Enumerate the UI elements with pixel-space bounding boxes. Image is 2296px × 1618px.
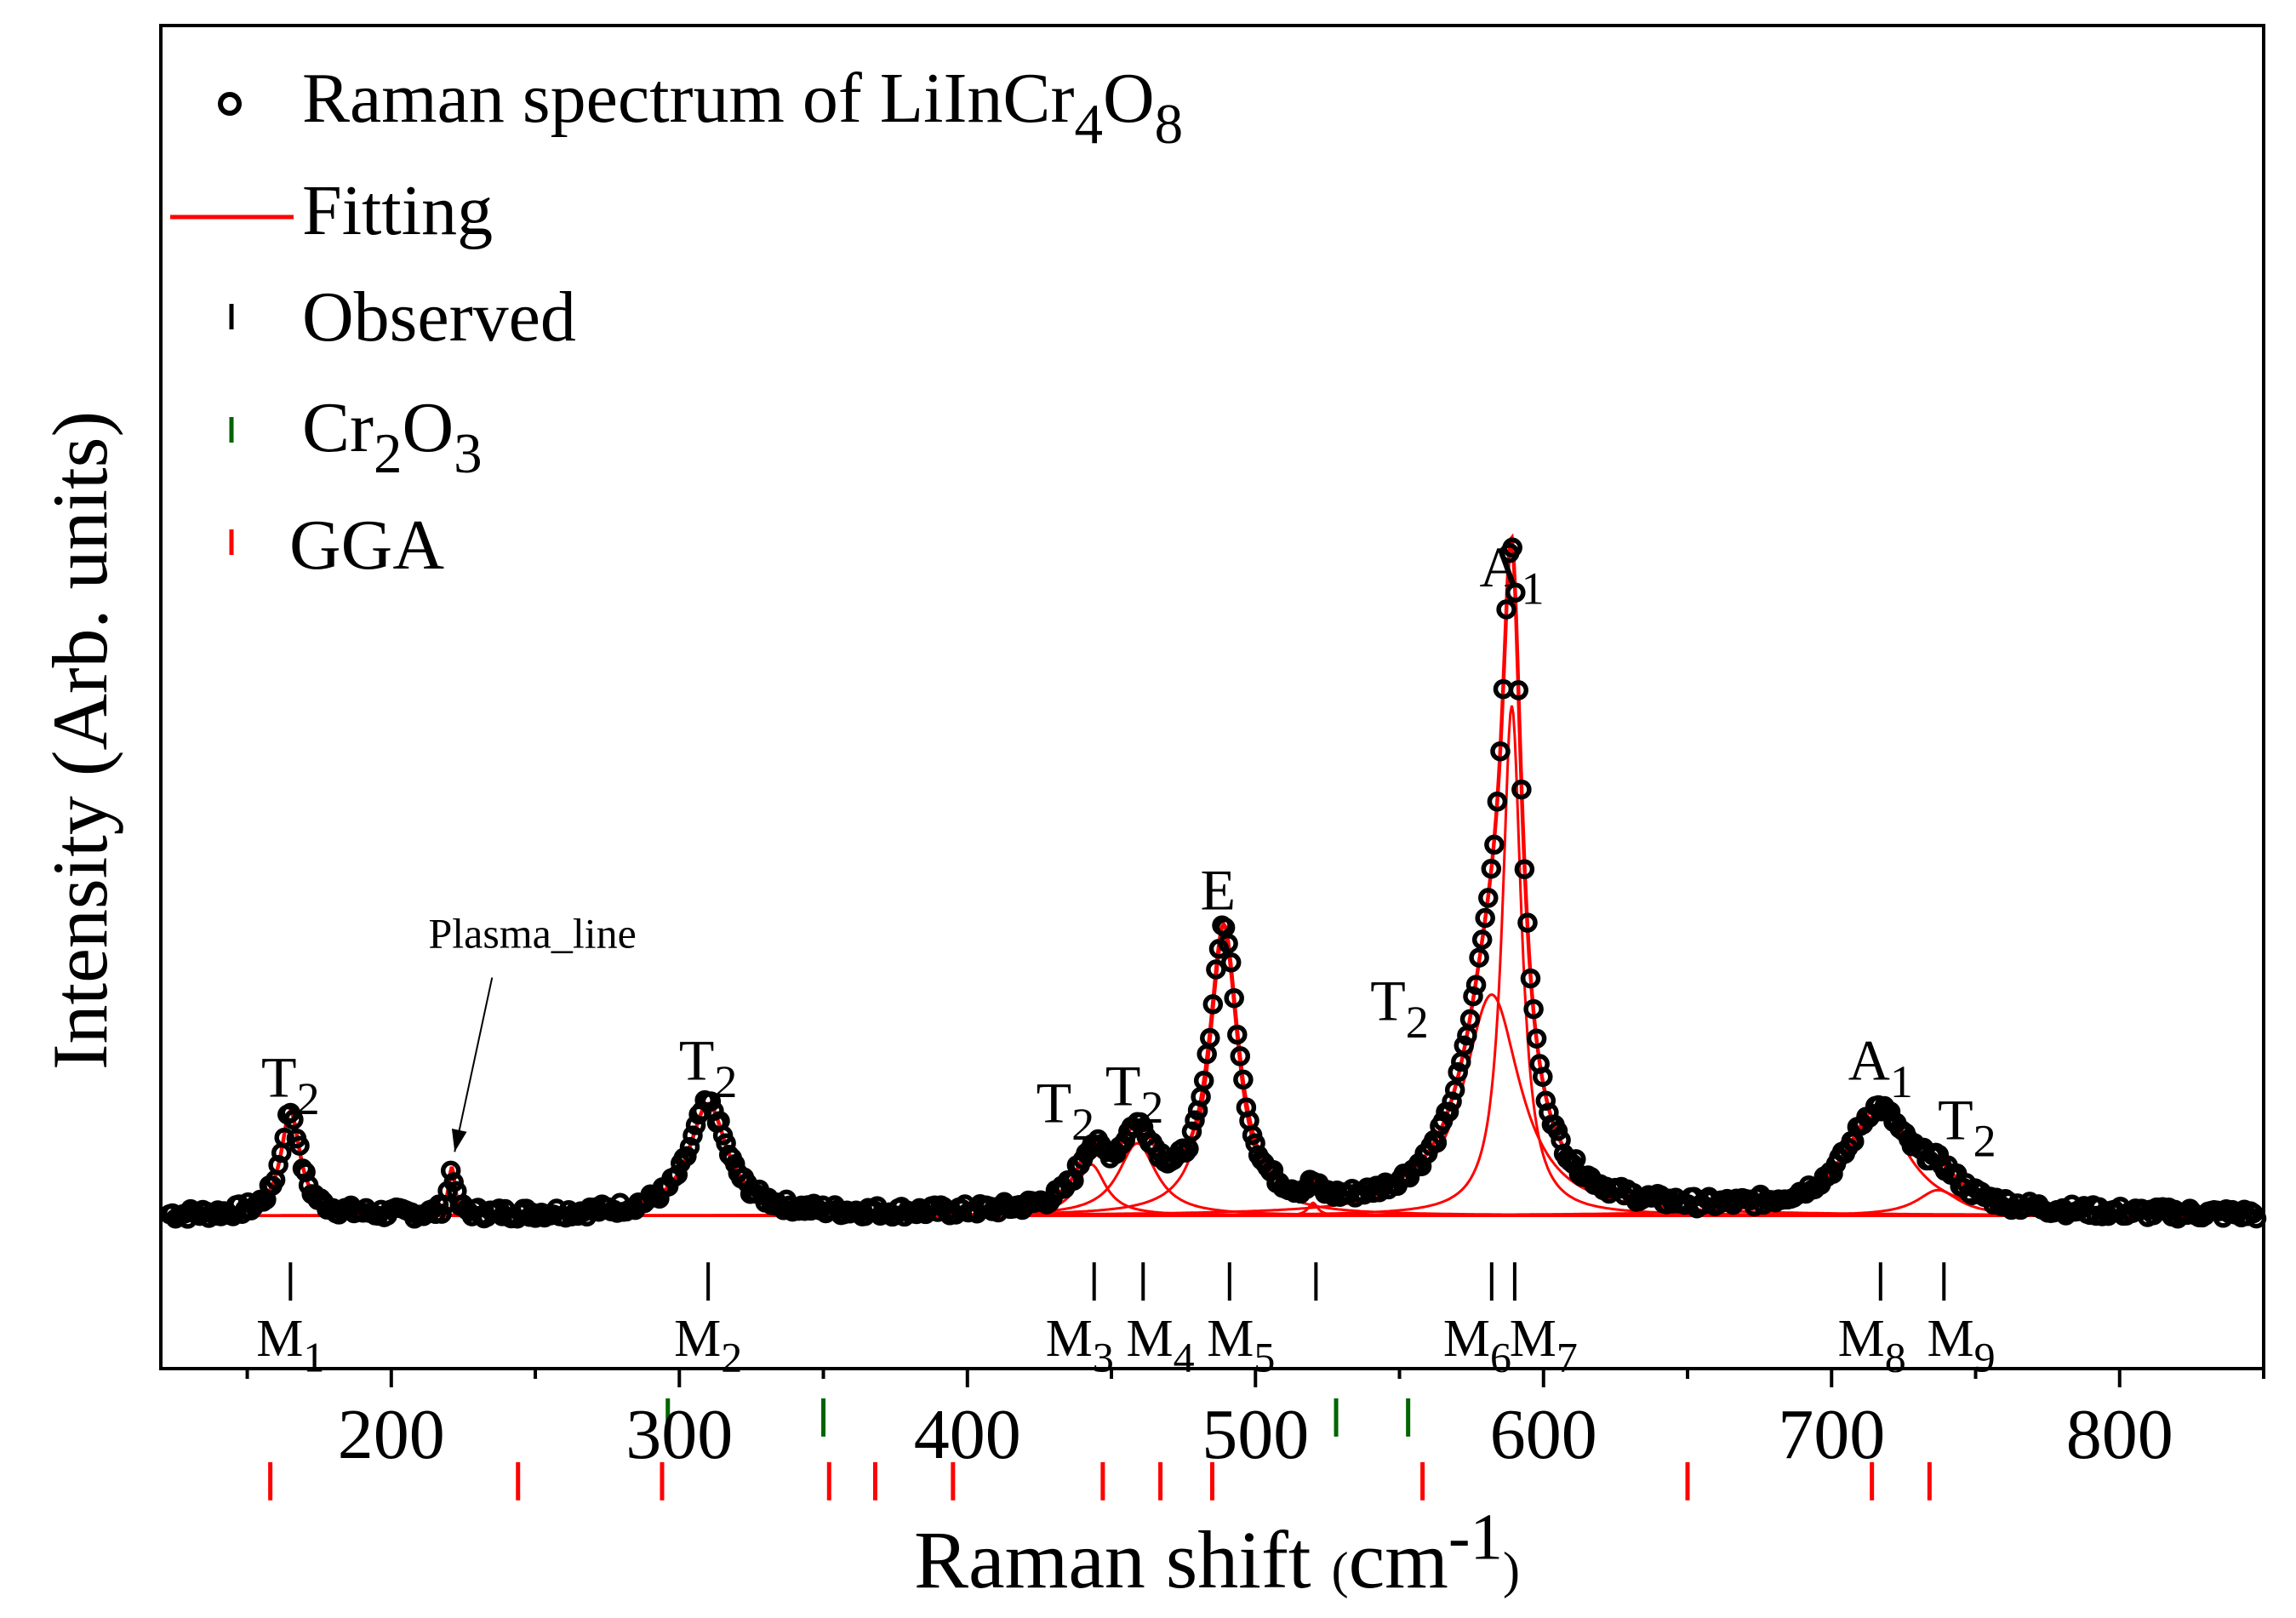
x-tick-label-500: 500	[1202, 1395, 1309, 1474]
m-label-0: M1	[256, 1310, 324, 1381]
m-label-6: M7	[1510, 1310, 1578, 1381]
data-point	[1233, 1069, 1254, 1090]
data-point	[667, 1164, 688, 1185]
data-point	[1230, 1046, 1251, 1066]
data-point	[274, 1127, 294, 1148]
data-point	[1220, 952, 1242, 973]
x-tick-label-700: 700	[1778, 1395, 1885, 1474]
plot-frame	[159, 24, 2265, 1370]
x-tick-label-200: 200	[338, 1395, 445, 1474]
legend-label-spectrum: Raman spectrum of LiInCr4O8	[302, 59, 1183, 156]
data-point	[1505, 582, 1526, 603]
data-point	[700, 1091, 722, 1112]
data-point	[1245, 1133, 1265, 1154]
data-point	[1200, 1027, 1220, 1049]
x-tick-label-600: 600	[1490, 1395, 1597, 1474]
data-point	[1508, 680, 1529, 700]
data-point	[1496, 599, 1516, 620]
legend-label-gga: GGA	[289, 506, 444, 585]
data-point	[1502, 537, 1522, 558]
data-point	[1547, 1121, 1568, 1141]
m-label-5: M6	[1443, 1310, 1511, 1381]
data-point	[1526, 1028, 1547, 1049]
data-point	[1514, 859, 1535, 879]
x-tick-label-800: 800	[2066, 1395, 2173, 1474]
legend-symbol-spectrum	[218, 92, 242, 116]
data-point	[1224, 987, 1244, 1009]
data-point	[679, 1136, 700, 1158]
data-point	[1185, 1110, 1205, 1131]
plasma-line-arrow	[454, 977, 494, 1152]
mode-label-2: T2	[1037, 1070, 1095, 1149]
legend-label-observed: Observed	[302, 277, 576, 357]
m-label-3: M4	[1127, 1310, 1195, 1381]
data-point	[1206, 959, 1226, 980]
data-point	[1463, 986, 1483, 1007]
data-point	[289, 1135, 310, 1156]
data-point	[1227, 1024, 1248, 1045]
m-label-7: M8	[1838, 1310, 1906, 1381]
y-axis-title: Intensity (Arb. units)	[37, 411, 123, 1070]
legend-label-cr2o3: Cr2O3	[302, 388, 483, 485]
data-point	[1202, 994, 1224, 1015]
mode-label-3: T2	[1105, 1053, 1164, 1132]
x-tick-label-300: 300	[625, 1395, 733, 1474]
mode-label-7: A1	[1848, 1027, 1913, 1106]
m-label-8: M9	[1928, 1310, 1996, 1381]
data-point	[683, 1125, 703, 1146]
plasma-line-arrowhead	[451, 1129, 467, 1152]
data-point	[1471, 929, 1493, 950]
mode-label-1: T2	[679, 1027, 738, 1106]
data-point	[1469, 947, 1489, 968]
data-point	[1481, 858, 1502, 879]
x-axis-title: Raman shift (cm-1)	[914, 1500, 1520, 1605]
data-point	[1454, 1035, 1475, 1056]
m-label-2: M3	[1046, 1310, 1114, 1381]
data-point	[1490, 740, 1511, 762]
data-point	[677, 1146, 697, 1167]
mode-label-5: T2	[1370, 969, 1429, 1048]
data-point	[1448, 1061, 1468, 1083]
data-point	[1484, 834, 1505, 855]
mode-label-8: T2	[1938, 1087, 1996, 1166]
data-point	[1218, 933, 1238, 954]
data-point	[1535, 1090, 1556, 1111]
mode-label-4: E	[1200, 858, 1236, 923]
data-point	[1511, 779, 1532, 800]
data-point	[1487, 792, 1508, 812]
x-tick-label-400: 400	[914, 1395, 1021, 1474]
mode-label-0: T2	[261, 1044, 320, 1123]
data-point	[1523, 998, 1544, 1020]
m-label-4: M5	[1207, 1310, 1275, 1381]
data-point	[1520, 968, 1541, 989]
data-point	[440, 1160, 461, 1181]
data-point	[1181, 1121, 1202, 1142]
legend: Raman spectrum of LiInCr4O8 Fitting Observ…	[170, 59, 1183, 585]
data-point	[283, 1109, 304, 1130]
data-point	[1517, 912, 1538, 933]
data-point	[1444, 1079, 1465, 1101]
m-label-1: M2	[674, 1310, 742, 1381]
x-axis: 200 300 400 500 600 700 800	[245, 1369, 2265, 1474]
data-point	[1823, 1163, 1843, 1184]
data-point	[1459, 1009, 1481, 1030]
data-point	[1438, 1101, 1459, 1123]
data-point	[1179, 1138, 1199, 1159]
plasma-line-label: Plasma_line	[428, 910, 636, 958]
data-point	[1193, 1070, 1214, 1091]
axis-titles: Raman shift (cm-1) Intensity (Arb. units)	[37, 411, 1520, 1605]
data-point	[1475, 907, 1495, 929]
data-point	[1478, 888, 1499, 908]
data-point	[1442, 1091, 1462, 1112]
legend-label-fitting: Fitting	[302, 171, 493, 250]
data-point	[1533, 1066, 1553, 1087]
data-point	[1465, 975, 1487, 995]
mode-label-6: A1	[1479, 535, 1544, 614]
